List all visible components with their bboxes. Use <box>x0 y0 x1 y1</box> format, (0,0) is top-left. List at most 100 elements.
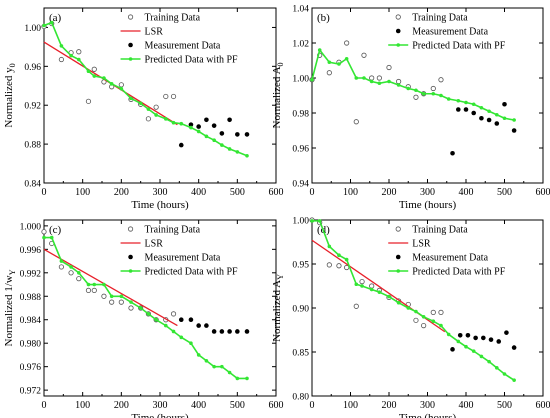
pf-point <box>421 315 426 319</box>
pf-point <box>512 378 516 382</box>
y-axis-label: Normalized A0 <box>271 62 285 128</box>
training-point <box>359 278 365 285</box>
pf-point <box>138 306 143 310</box>
pf-point <box>189 125 193 130</box>
pf-point <box>387 294 391 299</box>
legend-label-pf: Predicted Data with PF <box>145 55 238 66</box>
pf-point <box>179 121 184 126</box>
measurement-point <box>178 142 184 148</box>
y-tick-label: 1.000 <box>20 222 42 232</box>
x-tick-label: 200 <box>114 187 129 198</box>
measurement-point <box>244 132 250 137</box>
measurement-point <box>227 329 232 334</box>
x-tick-label: 500 <box>230 400 245 411</box>
measurement-point <box>511 128 517 133</box>
x-tick-label: 200 <box>382 400 397 411</box>
pf-point <box>487 359 491 364</box>
pf-point <box>42 23 46 28</box>
y-tick-label: 0.980 <box>20 340 42 350</box>
y-axis-label-main: Normalized y <box>3 67 15 128</box>
y-tick-label: 0.95 <box>292 261 309 271</box>
pf-point <box>212 138 216 143</box>
legend-measurement-marker <box>128 254 133 260</box>
panel-c: 0 100 200 300 400 500 600 0.972 0.976 0.980 0.984 0… <box>3 219 284 418</box>
y-tick-label: 1.04 <box>292 5 309 15</box>
pf-point <box>59 44 64 48</box>
pf-point <box>396 300 401 305</box>
training-point <box>369 75 375 81</box>
y-axis-label-subscript: Y <box>8 269 17 275</box>
pf-point <box>439 93 443 98</box>
x-tick-label: 100 <box>343 400 358 411</box>
x-tick-label: 400 <box>459 187 474 198</box>
pf-point <box>102 76 106 80</box>
measurement-point <box>227 117 232 123</box>
pf-point <box>138 101 143 106</box>
pf-point <box>227 370 232 375</box>
measurement-point <box>463 107 469 112</box>
y-axis-label-main: Normalized A <box>271 280 283 342</box>
training-point <box>91 287 97 293</box>
training-point <box>326 70 332 76</box>
measurement-point <box>219 131 225 136</box>
training-point <box>413 94 419 100</box>
measurement-point <box>479 115 484 121</box>
x-tick-label: 0 <box>310 187 315 198</box>
pf-point <box>154 317 158 322</box>
legend-training-marker <box>395 14 401 20</box>
pf-point <box>439 323 443 328</box>
legend-measurement-marker <box>395 254 401 260</box>
measurement-point <box>471 110 477 116</box>
y-axis-label-main: Normalized 1/w <box>3 275 15 346</box>
training-point <box>128 305 134 311</box>
y-tick-label: 0.84 <box>24 180 41 190</box>
y-tick-label: 0.88 <box>24 141 41 151</box>
pf-point <box>49 235 54 240</box>
pf-point <box>387 79 391 84</box>
pf-point <box>146 107 151 111</box>
measurement-point <box>196 323 201 328</box>
pf-point <box>189 341 193 346</box>
measurement-point <box>488 337 494 342</box>
pf-point <box>179 335 184 340</box>
pf-point <box>196 353 201 357</box>
training-point <box>58 264 65 270</box>
x-tick-label: 500 <box>497 187 512 198</box>
training-point <box>85 98 92 104</box>
pf-point <box>42 235 46 240</box>
measurement-point <box>178 317 184 323</box>
measurement-point <box>196 124 201 129</box>
measurement-point <box>486 117 492 123</box>
y-tick-label: 0.984 <box>20 316 42 326</box>
pf-point <box>86 282 91 287</box>
legend: Training Data Measurement Data Predicted D… <box>388 13 506 52</box>
pf-point <box>377 81 382 86</box>
pf-point <box>337 253 341 257</box>
pf-point <box>479 354 484 359</box>
legend-label-training: Training Data <box>145 225 201 236</box>
pf-point <box>154 113 158 117</box>
pf-point <box>119 86 124 91</box>
pf-point <box>502 116 507 121</box>
pf-point <box>49 20 54 25</box>
measurement-point <box>457 332 463 338</box>
y-tick-label: 0.94 <box>292 180 309 190</box>
training-point <box>353 303 359 309</box>
training-point <box>109 299 115 305</box>
pf-point <box>431 319 436 324</box>
y-tick-label: 0.992 <box>20 269 42 279</box>
training-point <box>41 229 47 235</box>
pf-point <box>446 332 451 337</box>
pf-point <box>171 329 176 334</box>
x-tick-label: 200 <box>114 400 129 411</box>
x-tick-label: 300 <box>153 400 168 411</box>
measurement-point <box>188 317 194 323</box>
pf-point <box>77 57 81 62</box>
pf-point <box>212 364 216 369</box>
pf-point <box>235 150 240 154</box>
y-tick-label: 1.02 <box>292 40 309 50</box>
pf-point <box>227 147 232 151</box>
pf-point <box>220 364 224 369</box>
pf-point <box>464 100 468 105</box>
pf-point <box>196 129 201 134</box>
